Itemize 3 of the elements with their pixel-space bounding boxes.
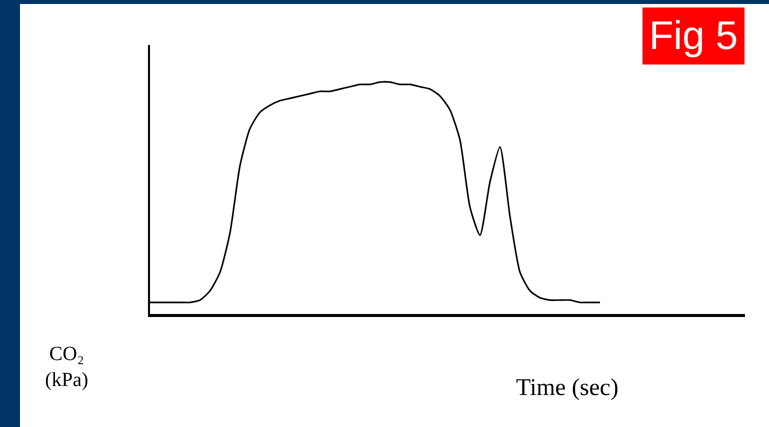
y-axis-title: CO₂ (kPa)	[45, 343, 88, 391]
x-axis-title: Time (sec)	[516, 375, 618, 401]
caption: Fig 5	[649, 14, 738, 58]
